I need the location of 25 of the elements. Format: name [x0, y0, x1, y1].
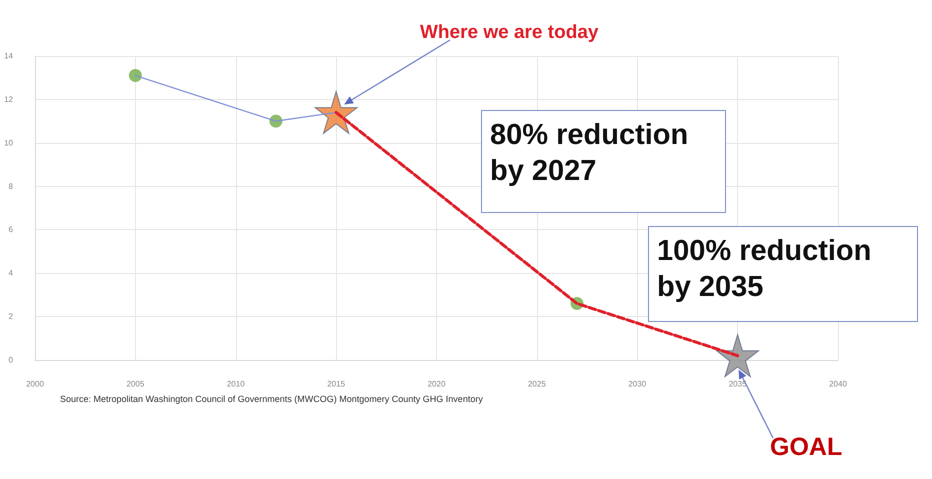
x-tick-label: 2035	[728, 380, 748, 388]
source-note: Source: Metropolitan Washington Council of Governments (MWCOG) Montgomery County GHG Inventory	[60, 394, 484, 404]
y-tick-label: 6	[8, 225, 14, 234]
x-tick-label: 2020	[428, 380, 446, 388]
x-tick-label: 2030	[628, 380, 647, 388]
y-tick-label: 14	[4, 52, 14, 60]
x-tick-label: 2025	[528, 380, 546, 388]
y-tick-label: 0	[8, 356, 14, 364]
annotation: 80% reduction by 2027	[481, 110, 726, 213]
y-tick-label: 12	[4, 94, 14, 104]
y-tick-label: 2	[8, 312, 14, 322]
y-tick-label: 4	[8, 268, 14, 278]
point	[314, 90, 358, 134]
y-tick-label: 10	[4, 138, 14, 148]
annotation: 100% reduction by 2035	[648, 226, 918, 322]
x-tick-label: 2010	[226, 380, 246, 388]
y-tick-label: 8	[8, 182, 14, 191]
x-tick-label: 2015	[327, 380, 346, 388]
x-tick-label: 2000	[26, 380, 44, 388]
point	[128, 69, 142, 82]
x-tick-label: 2005	[126, 380, 145, 388]
x-tick-label: 2040	[829, 380, 848, 388]
point	[716, 334, 760, 378]
text: Where we are today	[420, 22, 600, 44]
text: GOAL	[770, 433, 844, 462]
